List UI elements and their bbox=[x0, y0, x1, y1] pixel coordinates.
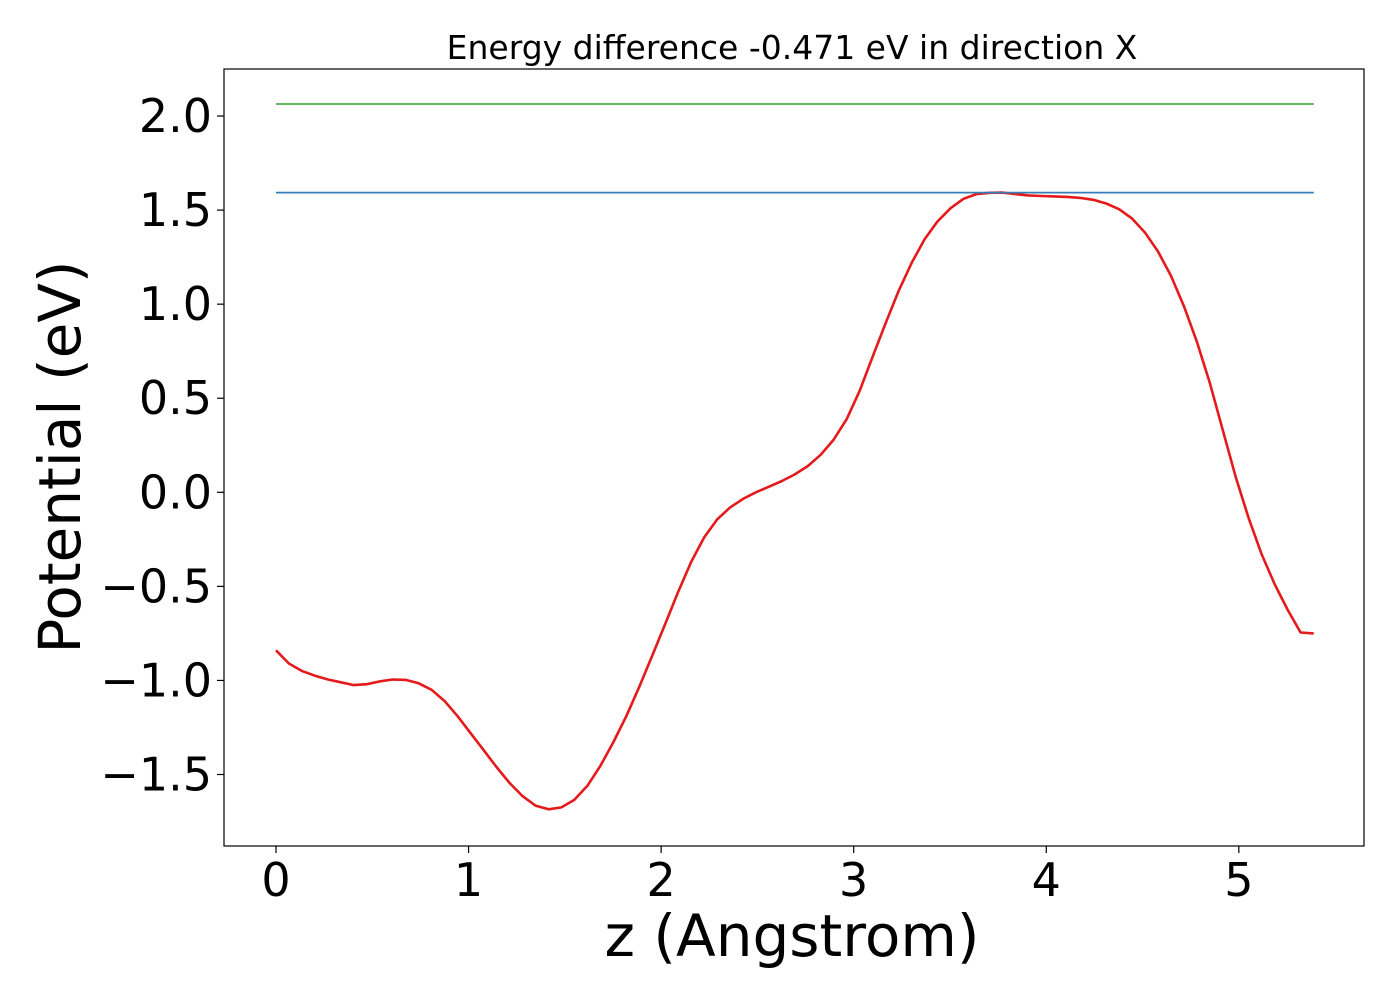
chart-title: Energy difference -0.471 eV in direction… bbox=[447, 28, 1138, 67]
x-tick-label: 3 bbox=[839, 853, 868, 907]
y-tick-label: 1.0 bbox=[139, 277, 212, 331]
y-tick-label: 0.5 bbox=[139, 371, 212, 425]
series-line-potential bbox=[275, 191, 1314, 811]
y-tick-label: 0.0 bbox=[139, 465, 212, 519]
y-axis-ticks: −1.5 −1.0 −0.5 0.0 0.5 1.0 1.5 2.0 bbox=[100, 89, 224, 802]
y-tick-label: 1.5 bbox=[139, 183, 212, 237]
y-tick-label: −1.0 bbox=[100, 653, 212, 707]
y-tick-label: −0.5 bbox=[100, 559, 212, 613]
x-axis-ticks: 0 1 2 3 4 5 bbox=[261, 846, 1253, 907]
y-tick-label: 2.0 bbox=[139, 89, 212, 143]
series-layer bbox=[275, 103, 1314, 811]
plot-area-frame bbox=[223, 68, 1365, 847]
x-tick-label: 4 bbox=[1032, 853, 1061, 907]
x-axis-label: z (Angstrom) bbox=[605, 902, 980, 970]
y-axis-label: Potential (eV) bbox=[26, 260, 94, 653]
x-tick-label: 2 bbox=[646, 853, 675, 907]
x-tick-label: 0 bbox=[261, 853, 290, 907]
y-tick-label: −1.5 bbox=[100, 748, 212, 802]
x-tick-label: 5 bbox=[1224, 853, 1253, 907]
x-tick-label: 1 bbox=[454, 853, 483, 907]
